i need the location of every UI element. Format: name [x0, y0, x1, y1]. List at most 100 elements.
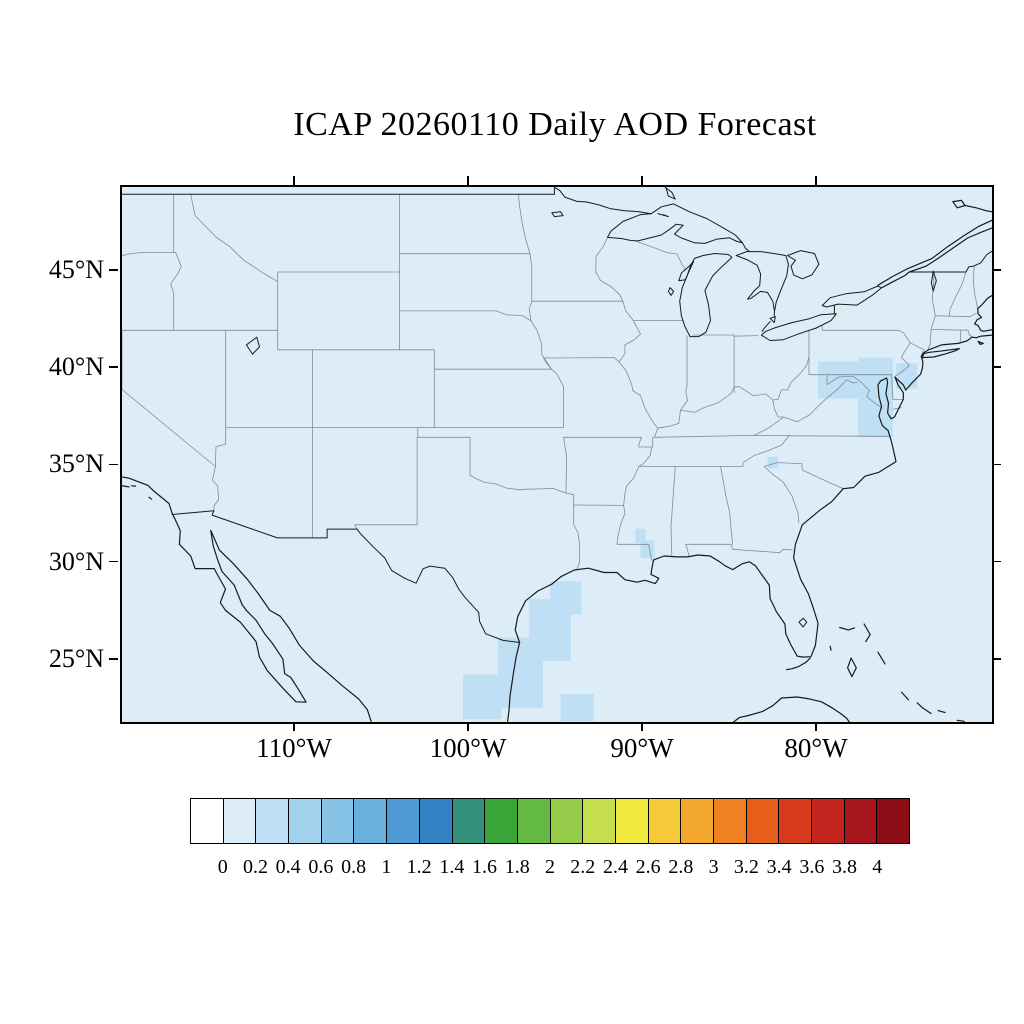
- state-border: [517, 193, 531, 255]
- figure-title: ICAP 20260110 Daily AOD Forecast: [293, 106, 817, 143]
- state-border: [399, 310, 532, 322]
- state-border: [616, 504, 653, 561]
- lat-tick-label: 35°N: [48, 449, 104, 479]
- coastline: [877, 651, 886, 665]
- state-border: [623, 446, 653, 506]
- state-border: [808, 330, 892, 376]
- international-border: [553, 187, 652, 215]
- lon-tick-label: 80°W: [784, 733, 848, 763]
- colorbar-cell: [680, 799, 713, 843]
- state-border: [653, 427, 659, 438]
- state-border: [653, 434, 790, 438]
- colorbar-cell: [484, 799, 517, 843]
- coastline: [839, 626, 856, 631]
- lat-tick-label: 30°N: [48, 546, 104, 576]
- state-border: [170, 252, 182, 331]
- colorbar-tick-label: 2: [545, 856, 555, 878]
- aod-patch: [560, 694, 594, 722]
- colorbar-tick-label: 2.6: [635, 856, 661, 878]
- coastline: [877, 219, 992, 286]
- colorbar-tick-label: 1.4: [439, 856, 465, 878]
- colorbar-cell: [778, 799, 812, 843]
- axis-tick: [641, 722, 643, 731]
- state-border: [685, 543, 794, 554]
- state-border: [763, 462, 844, 490]
- aod-patch: [463, 674, 502, 720]
- aod-patch: [818, 361, 862, 399]
- lake-outline: [760, 313, 837, 341]
- lake-outline: [821, 285, 882, 308]
- state-border: [595, 237, 624, 302]
- lake-outline: [667, 287, 675, 296]
- aod-patch: [767, 456, 778, 469]
- colorbar-tick-label: 1.6: [472, 856, 498, 878]
- state-border: [215, 329, 227, 467]
- lat-tick-label: 25°N: [48, 643, 104, 673]
- state-border: [720, 466, 734, 545]
- lake-outline: [741, 242, 750, 252]
- colorbar-tick-label: 0.4: [275, 856, 301, 878]
- colorbar-cell: [516, 799, 550, 843]
- state-border: [528, 253, 533, 322]
- axis-tick: [109, 269, 118, 271]
- aod-patch: [858, 357, 893, 438]
- state-border: [948, 271, 967, 317]
- state-border: [417, 427, 471, 476]
- lake-outline: [657, 213, 669, 218]
- axis-tick: [992, 463, 1001, 466]
- aod-patch: [640, 540, 655, 558]
- state-border: [122, 329, 216, 467]
- axis-tick: [992, 560, 1001, 563]
- state-border: [469, 474, 567, 494]
- coastline: [514, 334, 992, 658]
- international-borders-layer: [122, 187, 992, 643]
- colorbar-cell: [418, 799, 452, 843]
- lake-outline: [798, 617, 808, 628]
- coastline: [952, 199, 966, 209]
- lake-outline: [678, 260, 695, 282]
- state-border: [826, 374, 883, 409]
- lake-outline: [607, 203, 743, 244]
- axis-tick: [109, 560, 118, 563]
- coastline: [900, 691, 910, 701]
- state-border: [573, 494, 581, 571]
- lake-outline: [930, 270, 937, 292]
- colorbar-cell: [713, 799, 746, 843]
- colorbar-cell: [811, 799, 844, 843]
- lake-outline: [735, 251, 789, 312]
- colorbar-tick-label: 3.8: [832, 856, 858, 878]
- state-border: [563, 436, 575, 496]
- axis-tick: [467, 722, 469, 731]
- state-border: [821, 324, 911, 377]
- coastline: [846, 657, 857, 678]
- colorbar-cell: [549, 799, 583, 843]
- colorbar: [190, 798, 910, 844]
- coastline: [973, 294, 992, 332]
- coastline: [863, 623, 871, 643]
- state-border: [972, 265, 979, 309]
- axis-tick: [293, 176, 295, 185]
- colorbar-tick-label: 1: [381, 856, 392, 878]
- axis-tick: [992, 269, 1001, 271]
- coastline-layer: [122, 199, 992, 722]
- state-border: [354, 436, 418, 530]
- lake-outline: [787, 250, 820, 280]
- lon-tick-label: 110°W: [256, 733, 332, 763]
- colorbar-tick-label: 0.2: [242, 856, 268, 878]
- coastline: [506, 641, 521, 722]
- state-border: [753, 379, 858, 436]
- coastline: [786, 657, 811, 671]
- state-border: [909, 342, 925, 357]
- conus-map-svg: [122, 187, 992, 722]
- map-panel: [120, 185, 994, 724]
- coastline: [956, 719, 965, 722]
- aod-patches-layer: [463, 357, 918, 722]
- lakes-layer: [245, 187, 937, 628]
- colorbar-cell: [647, 799, 681, 843]
- state-border: [742, 434, 790, 467]
- colorbar-cell: [353, 799, 387, 843]
- colorbar-cell: [614, 799, 648, 843]
- colorbar-tick-label: 2.2: [570, 856, 596, 878]
- colorbar-tick-label: 3.6: [799, 856, 825, 878]
- colorbar-tick-label: 2.4: [602, 856, 628, 878]
